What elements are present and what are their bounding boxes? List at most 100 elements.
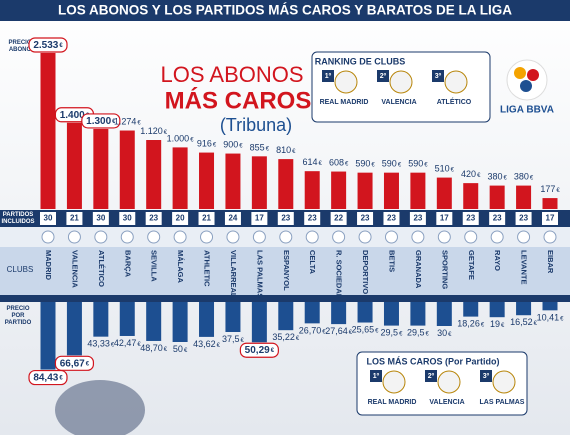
- bar: [357, 172, 373, 209]
- series-label: PARTIDOS INCLUIDOS: [2, 212, 35, 225]
- bar: [93, 302, 109, 337]
- bar: [489, 302, 505, 318]
- match-count: 21: [202, 214, 211, 223]
- ranking-club: ATLÉTICO: [437, 97, 472, 106]
- club-crest: [411, 230, 425, 244]
- value-label: 18,26€: [457, 319, 485, 329]
- series-label-line: PRECIO: [6, 306, 29, 312]
- value-label: 35,22€: [272, 333, 300, 343]
- club-crest: [41, 230, 55, 244]
- match-count: 21: [70, 214, 79, 223]
- currency: €: [59, 43, 63, 49]
- value-label: 855€: [250, 143, 270, 153]
- place-box: [432, 70, 444, 82]
- series-label-line: POR: [11, 313, 25, 319]
- club-crest: [305, 230, 319, 244]
- value-label-number: 916: [197, 139, 212, 149]
- currency: €: [86, 361, 90, 367]
- currency: €: [481, 322, 485, 328]
- ranking-title: RANKING DE CLUBS: [315, 56, 406, 66]
- currency: €: [530, 175, 534, 181]
- club-crest: [444, 70, 468, 94]
- place-box: [377, 70, 389, 82]
- match-count: 17: [255, 214, 264, 223]
- match-count: 30: [44, 214, 53, 223]
- highlight-box: [54, 355, 95, 371]
- currency: €: [59, 375, 63, 381]
- match-count: 24: [228, 214, 237, 223]
- value-label: 177€: [540, 184, 560, 194]
- club-crest: [464, 230, 478, 244]
- value-label-number: 900: [223, 140, 238, 150]
- value-label-number: 48,70: [140, 343, 163, 353]
- club-name: MÁLAGA: [176, 250, 185, 283]
- value-label-number: 420: [461, 170, 476, 180]
- match-box: [145, 212, 162, 225]
- currency: €: [425, 331, 429, 337]
- value-label-number: 18,26: [457, 319, 480, 329]
- value-label: 810€: [276, 145, 296, 155]
- club-crest: [517, 230, 531, 244]
- currency: €: [560, 316, 564, 322]
- highlight-box: [28, 37, 68, 53]
- value-label: 380€: [514, 172, 534, 182]
- club-name: EIBAR: [546, 250, 555, 274]
- value-label-number: 35,22: [272, 333, 295, 343]
- series-label: PRECIO POR PARTIDO: [5, 306, 32, 326]
- bar: [251, 156, 267, 209]
- club-crest: [389, 70, 413, 94]
- club-name: ATHLETIC: [203, 250, 212, 287]
- currency: €: [451, 167, 455, 173]
- title-bar: [0, 0, 570, 21]
- currency: €: [371, 162, 375, 168]
- highlight-box: [28, 369, 68, 386]
- match-box: [198, 212, 215, 225]
- match-box: [40, 212, 56, 225]
- value-label-number: 510: [435, 164, 450, 174]
- match-count: 23: [361, 214, 370, 223]
- match-count: 23: [413, 214, 422, 223]
- bar: [278, 302, 294, 331]
- series-label-line: PARTIDO: [5, 320, 32, 326]
- value-label-number: 590: [408, 159, 423, 169]
- match-box: [251, 212, 268, 225]
- value-label: 590€: [408, 159, 428, 169]
- value-label-number: 30: [437, 328, 447, 338]
- ranking-club: REAL MADRID: [320, 99, 369, 106]
- bar: [383, 302, 399, 326]
- club-name: LAS PALMAS: [255, 250, 264, 298]
- bar: [463, 183, 479, 209]
- bar: [436, 177, 452, 209]
- currency: €: [164, 347, 168, 353]
- place: 3º: [435, 73, 442, 80]
- value-label-number: 1.400: [60, 109, 85, 120]
- club-name: SPORTING: [440, 250, 449, 289]
- currency: €: [477, 173, 481, 179]
- club-crest: [252, 230, 266, 244]
- series-label-line: ABONO: [9, 47, 32, 53]
- partido-band: [0, 295, 570, 302]
- bar: [516, 302, 532, 316]
- bar: [66, 302, 82, 356]
- chart-title: LOS ABONOS Y LOS PARTIDOS MÁS CAROS Y BA…: [58, 3, 512, 18]
- value-label: 37,5€: [222, 334, 245, 344]
- value-label: 26,70€: [299, 326, 327, 336]
- value-label: 2.533€: [33, 40, 63, 51]
- value-label: 510€: [435, 164, 455, 174]
- club-name: R. SOCIEDAD: [335, 250, 344, 300]
- bar: [119, 130, 135, 209]
- value-label-number: 590: [382, 159, 397, 169]
- match-box: [357, 212, 374, 225]
- bar: [331, 302, 347, 325]
- bar: [66, 122, 82, 209]
- value-label-number: 16,52: [510, 318, 533, 328]
- match-count: 23: [493, 214, 502, 223]
- match-box: [409, 212, 426, 225]
- value-label-number: 177: [540, 184, 555, 194]
- place: 1º: [373, 373, 380, 380]
- value-label-number: 29,5: [407, 328, 425, 338]
- value-label: 43,62€: [193, 339, 221, 349]
- club-name: ATLÉTICO: [97, 250, 106, 287]
- bar: [542, 302, 558, 311]
- club-name: VILLARREAL: [229, 250, 238, 298]
